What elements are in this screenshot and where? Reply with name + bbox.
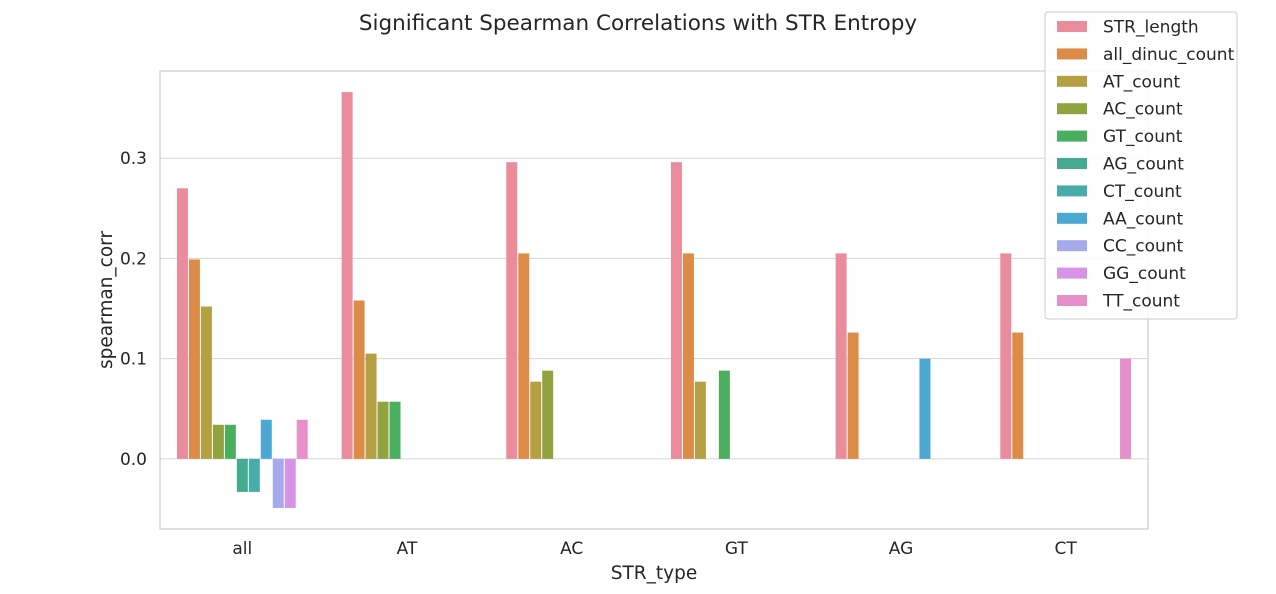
x-tick-label: all — [232, 539, 252, 559]
bars — [176, 92, 1132, 508]
bar-all-dinuc-count-ag — [847, 332, 859, 459]
bar-STR-length-all — [176, 188, 188, 459]
legend-label: AC_count — [1103, 100, 1183, 120]
x-tick-label: AT — [397, 539, 418, 559]
legend-swatch — [1057, 295, 1087, 306]
legend-swatch — [1057, 240, 1087, 252]
bar-AC-count-ac — [542, 370, 554, 459]
legend-swatch — [1057, 130, 1087, 142]
y-tick-label: 0.3 — [120, 149, 147, 169]
legend-swatch — [1057, 21, 1087, 32]
grid-lines — [160, 157, 1148, 460]
plot-frame — [159, 70, 1149, 530]
bar-AT-count-ac — [530, 381, 542, 459]
legend-label: all_dinuc_count — [1103, 45, 1235, 65]
bar-AG-count-all — [236, 458, 248, 492]
legend-swatch — [1057, 158, 1087, 169]
bar-AT-count-at — [365, 353, 377, 459]
bar-TT-count-ct — [1120, 358, 1132, 459]
bar-AC-count-at — [377, 401, 389, 459]
bar-GT-count-at — [389, 401, 401, 459]
legend-swatch — [1057, 103, 1087, 115]
bar-TT-count-all — [296, 419, 308, 459]
bar-AA-count-all — [260, 419, 272, 459]
bar-AC-count-all — [212, 424, 224, 459]
bar-CT-count-all — [248, 458, 260, 492]
legend-label: GG_count — [1103, 264, 1186, 284]
bar-GT-count-gt — [718, 370, 730, 459]
legend-swatch — [1057, 267, 1087, 279]
x-tick-label: GT — [725, 539, 749, 559]
legend-label: CC_count — [1103, 237, 1184, 257]
bar-STR-length-ct — [1000, 253, 1012, 459]
bar-STR-length-ag — [835, 253, 847, 459]
bar-all-dinuc-count-ac — [518, 253, 530, 459]
legend-swatch — [1057, 75, 1087, 87]
x-tick-label: CT — [1055, 539, 1078, 559]
legend-label: GT_count — [1103, 127, 1183, 147]
legend: STR_length all_dinuc_count AT_count AC_coun… — [1044, 11, 1238, 320]
bar-STR-length-at — [341, 92, 353, 459]
bar-all-dinuc-count-at — [353, 300, 365, 459]
legend-swatch — [1057, 185, 1087, 197]
tick-labels: 0.0 0.1 0.2 0.3 all AT AC GT AG CT — [120, 149, 1077, 559]
bar-all-dinuc-count-ct — [1012, 332, 1024, 459]
legend-label: AG_count — [1103, 155, 1184, 175]
bar-AA-count-ag — [919, 358, 931, 459]
y-tick-label: 0.0 — [120, 450, 147, 470]
legend-label: AT_count — [1103, 72, 1180, 92]
y-tick-label: 0.1 — [120, 350, 147, 370]
x-tick-label: AC — [560, 539, 583, 559]
y-tick-label: 0.2 — [120, 249, 147, 269]
legend-label: AA_count — [1103, 209, 1184, 229]
legend-items: STR_length all_dinuc_count AT_count AC_coun… — [1057, 18, 1235, 312]
y-axis-label: spearman_corr — [96, 231, 117, 369]
bar-CC-count-all — [272, 458, 284, 508]
chart-title: Significant Spearman Correlations with S… — [359, 11, 917, 36]
x-tick-label: AG — [889, 539, 914, 559]
bar-AT-count-all — [200, 306, 212, 459]
bar-GG-count-all — [284, 458, 296, 508]
legend-swatch — [1057, 212, 1087, 224]
legend-frame — [1044, 11, 1238, 320]
bar-all-dinuc-count-all — [188, 259, 200, 459]
legend-label: CT_count — [1103, 182, 1182, 202]
legend-label: TT_count — [1102, 292, 1180, 312]
legend-swatch — [1057, 48, 1087, 60]
bar-GT-count-all — [224, 424, 236, 459]
legend-label: STR_length — [1103, 18, 1199, 38]
x-axis-label: STR_type — [611, 563, 697, 584]
bar-STR-length-gt — [670, 162, 682, 459]
bar-AT-count-gt — [694, 381, 706, 459]
bar-all-dinuc-count-gt — [682, 253, 694, 459]
bar-STR-length-ac — [506, 162, 518, 459]
